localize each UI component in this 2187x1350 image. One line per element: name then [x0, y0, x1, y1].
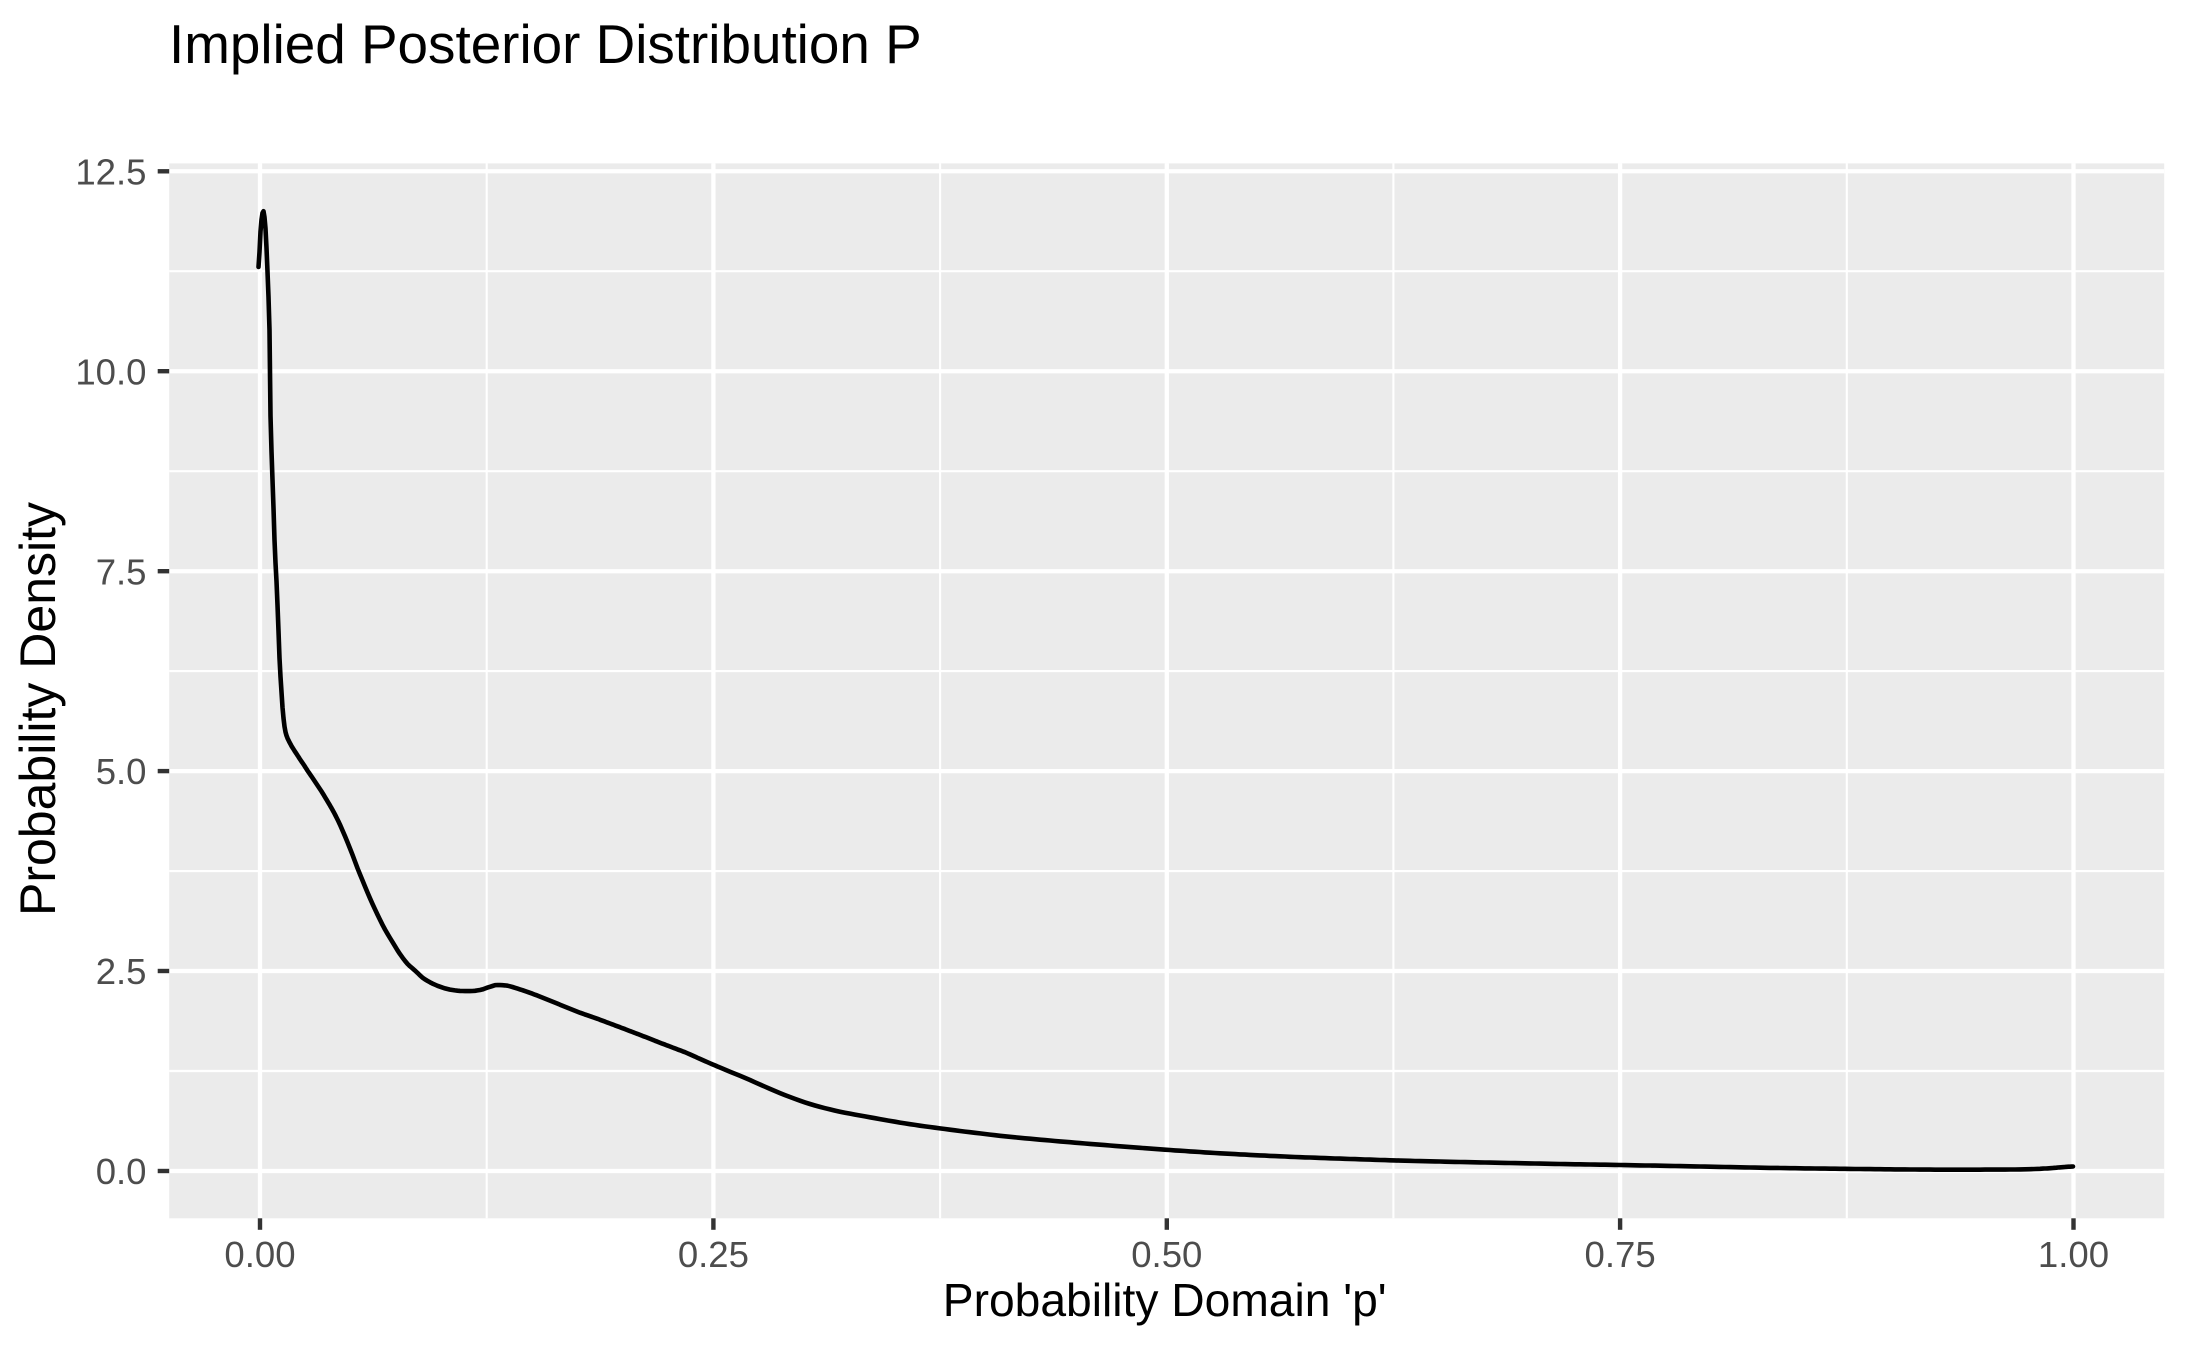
- svg-text:7.5: 7.5: [96, 551, 147, 592]
- svg-text:5.0: 5.0: [96, 751, 147, 792]
- svg-text:2.5: 2.5: [96, 951, 147, 992]
- svg-text:Probability Density: Probability Density: [10, 502, 66, 916]
- svg-text:0.00: 0.00: [224, 1234, 295, 1275]
- svg-text:10.0: 10.0: [75, 351, 146, 392]
- svg-text:0.0: 0.0: [96, 1151, 147, 1192]
- svg-text:0.50: 0.50: [1131, 1234, 1202, 1275]
- svg-text:0.75: 0.75: [1585, 1234, 1656, 1275]
- svg-text:Probability Domain 'p': Probability Domain 'p': [943, 1274, 1387, 1326]
- svg-text:1.00: 1.00: [2038, 1234, 2109, 1275]
- svg-text:Implied Posterior Distribution: Implied Posterior Distribution P: [169, 13, 922, 75]
- svg-text:12.5: 12.5: [75, 151, 146, 192]
- svg-text:0.25: 0.25: [678, 1234, 749, 1275]
